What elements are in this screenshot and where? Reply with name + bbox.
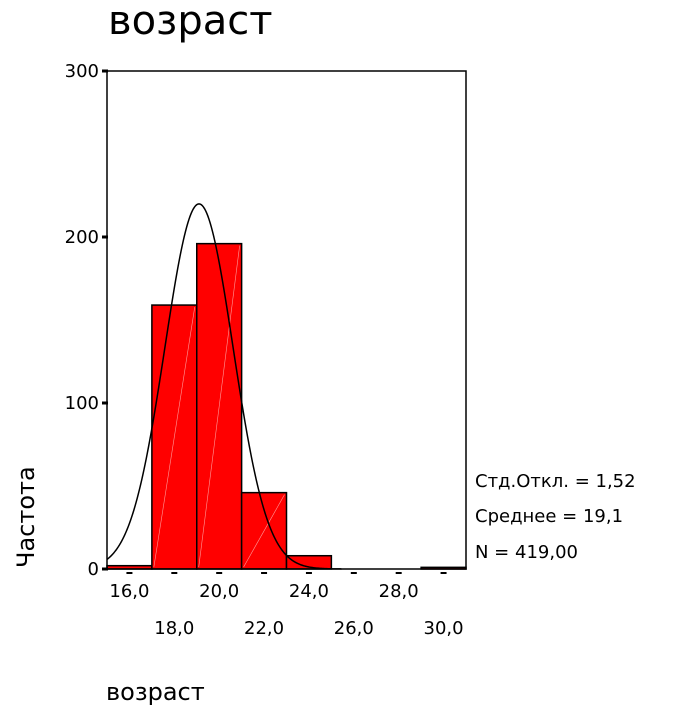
y-axis: 0 100 200 300 bbox=[65, 61, 108, 580]
x-tick-label: 26,0 bbox=[334, 618, 374, 639]
x-tick-label: 16,0 bbox=[109, 581, 149, 602]
bar-highlight-line bbox=[198, 245, 240, 568]
y-tick-label: 300 bbox=[65, 61, 99, 82]
x-tick-label: 22,0 bbox=[244, 618, 284, 639]
y-tick-label: 100 bbox=[65, 393, 99, 414]
x-tick-label: 18,0 bbox=[154, 618, 194, 639]
bar-highlight-line bbox=[243, 494, 285, 568]
plot-frame bbox=[106, 70, 467, 570]
x-tick-label: 28,0 bbox=[379, 581, 419, 602]
stat-n: N = 419,00 bbox=[475, 542, 578, 563]
chart-title: возраст bbox=[108, 0, 273, 44]
x-axis: 16,0 20,0 24,0 28,0 18,0 22,0 26,0 30,0 bbox=[109, 572, 464, 639]
y-axis-label: Частота bbox=[12, 466, 40, 568]
x-tick-label: 30,0 bbox=[424, 618, 464, 639]
stat-mean: Среднее = 19,1 bbox=[475, 506, 623, 527]
x-tick-label: 24,0 bbox=[289, 581, 329, 602]
x-axis-label: возраст bbox=[106, 678, 205, 706]
normal-curve-line bbox=[106, 203, 342, 570]
y-tick-label: 0 bbox=[88, 559, 99, 580]
y-tick-label: 200 bbox=[65, 227, 99, 248]
x-tick-label: 20,0 bbox=[199, 581, 239, 602]
stat-std-dev: Стд.Откл. = 1,52 bbox=[475, 471, 636, 492]
bars-layer bbox=[106, 242, 467, 570]
bar-highlight-line bbox=[153, 307, 196, 568]
